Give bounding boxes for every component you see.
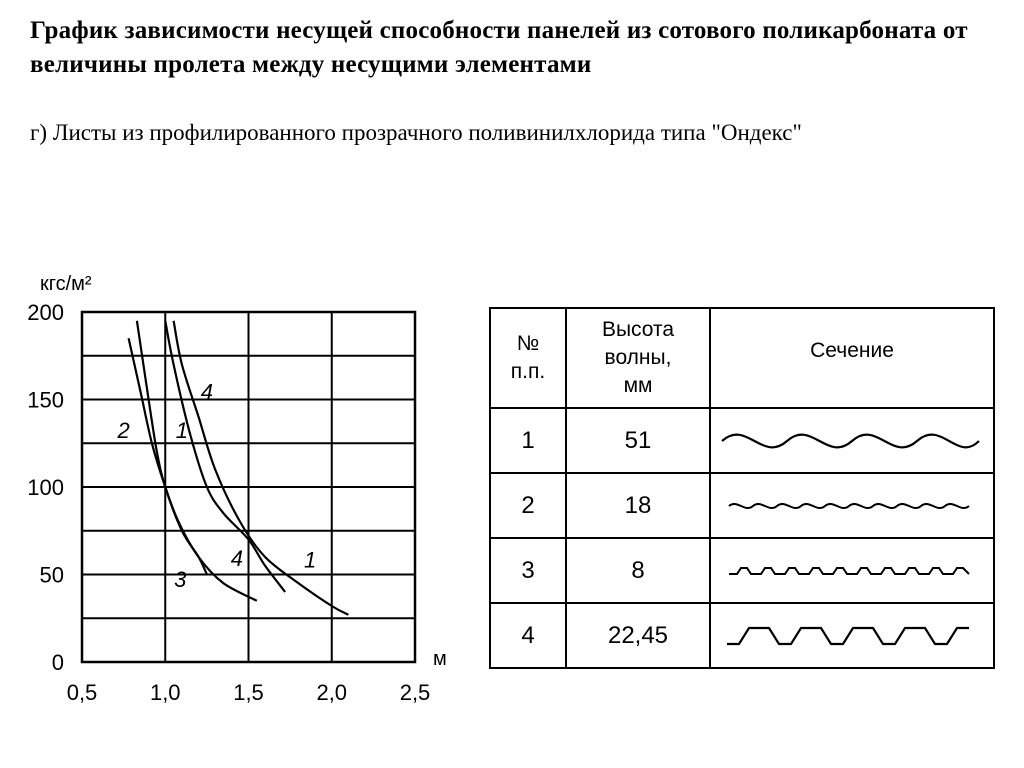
x-tick-label: 2,5 (400, 680, 431, 705)
chart-series (127, 320, 349, 616)
y-axis-label: кгс/м² (40, 273, 92, 295)
curve-label: 1 (304, 548, 316, 573)
x-tick-label: 0,5 (67, 680, 98, 705)
chart-ticks: 0,5 1,0 1,5 2,0 2,5 200 150 100 50 0 (27, 300, 430, 705)
header-section: Сечение (709, 307, 995, 409)
row-number: 2 (489, 472, 567, 539)
curve-label: 1 (176, 418, 188, 443)
y-tick-label: 200 (27, 300, 64, 325)
series-line-4 (164, 320, 286, 593)
curve-label: 4 (231, 546, 243, 571)
section-profile-trapezoid (709, 602, 995, 669)
y-tick-label: 50 (40, 563, 64, 588)
curve-label: 4 (201, 380, 213, 405)
header-number: № п.п. (489, 307, 567, 409)
header-wave-height: Высота волны, мм (565, 307, 711, 409)
profile-trapezoid-icon (727, 626, 969, 645)
profile-sine-high-icon (721, 433, 980, 448)
x-axis-label: м (433, 648, 447, 670)
profile-table: № п.п. Высота волны, мм Сечение 1 51 2 1… (489, 307, 995, 669)
plot-frame (80, 310, 417, 664)
x-tick-label: 1,5 (233, 680, 264, 705)
row-wave-height: 18 (565, 472, 711, 539)
chart-annotations: 1 1 2 3 4 4 (117, 380, 317, 592)
series-line-1 (172, 320, 349, 616)
section-profile-wave-low (709, 472, 995, 539)
row-wave-height: 22,45 (565, 602, 711, 669)
page-title: График зависимости несущей способности п… (30, 17, 968, 78)
row-wave-height: 51 (565, 407, 711, 474)
table-row: 1 51 (489, 407, 995, 474)
table-row: 4 22,45 (489, 602, 995, 669)
profile-sine-low-icon (728, 502, 970, 509)
profile-small-wave-icon (729, 566, 970, 575)
page-subtitle: г) Листы из профилированного прозрачного… (30, 120, 802, 145)
table-row: 3 8 (489, 537, 995, 604)
table-row: 2 18 (489, 472, 995, 539)
y-tick-label: 0 (52, 650, 64, 675)
row-wave-height: 8 (565, 537, 711, 604)
row-number: 4 (489, 602, 567, 669)
table-header-row: № п.п. Высота волны, мм Сечение (489, 307, 995, 409)
series-line-3 (135, 320, 208, 575)
section-profile-small-wave (709, 537, 995, 604)
row-number: 1 (489, 407, 567, 474)
y-tick-label: 150 (27, 388, 64, 413)
curve-label: 2 (117, 418, 130, 443)
chart-grid (82, 312, 415, 662)
x-tick-label: 1,0 (150, 680, 181, 705)
row-number: 3 (489, 537, 567, 604)
y-tick-label: 100 (27, 475, 64, 500)
x-tick-label: 2,0 (316, 680, 347, 705)
section-profile-wave-high (709, 407, 995, 474)
curve-label: 3 (174, 567, 187, 592)
